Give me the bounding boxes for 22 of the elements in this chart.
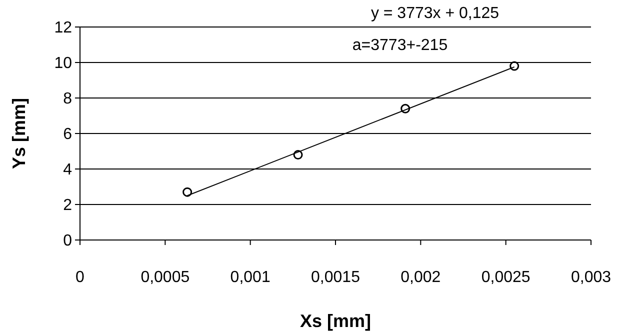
- y-tick-label: 2: [63, 197, 72, 214]
- y-axis-title: Ys [mm]: [9, 98, 29, 170]
- x-tick-label: 0,003: [570, 269, 612, 286]
- y-tick-label: 4: [63, 162, 72, 179]
- annotation: a=3773+-215: [352, 37, 448, 54]
- x-tick-label: 0: [76, 269, 85, 286]
- point: [510, 61, 520, 71]
- y-tick-label: 6: [63, 126, 72, 144]
- x-tick-label: 0,0015: [311, 269, 360, 286]
- x-tick-label: 0,002: [400, 269, 441, 286]
- text: y = 3773x + 0,125: [370, 5, 500, 22]
- x-tick-label: 0,0025: [481, 269, 530, 286]
- x-tick-label: 0,0005: [140, 269, 190, 286]
- point: [293, 150, 303, 160]
- y-tick-label: 12: [54, 20, 72, 37]
- y-tick-label: 8: [63, 90, 72, 108]
- point: [182, 187, 192, 197]
- x-axis-title: Xs [mm]: [300, 311, 372, 331]
- y-tick-label: 10: [54, 55, 72, 72]
- x-tick-label: 0,001: [230, 269, 270, 286]
- y-tick-label: 0: [63, 232, 72, 250]
- point: [400, 104, 410, 114]
